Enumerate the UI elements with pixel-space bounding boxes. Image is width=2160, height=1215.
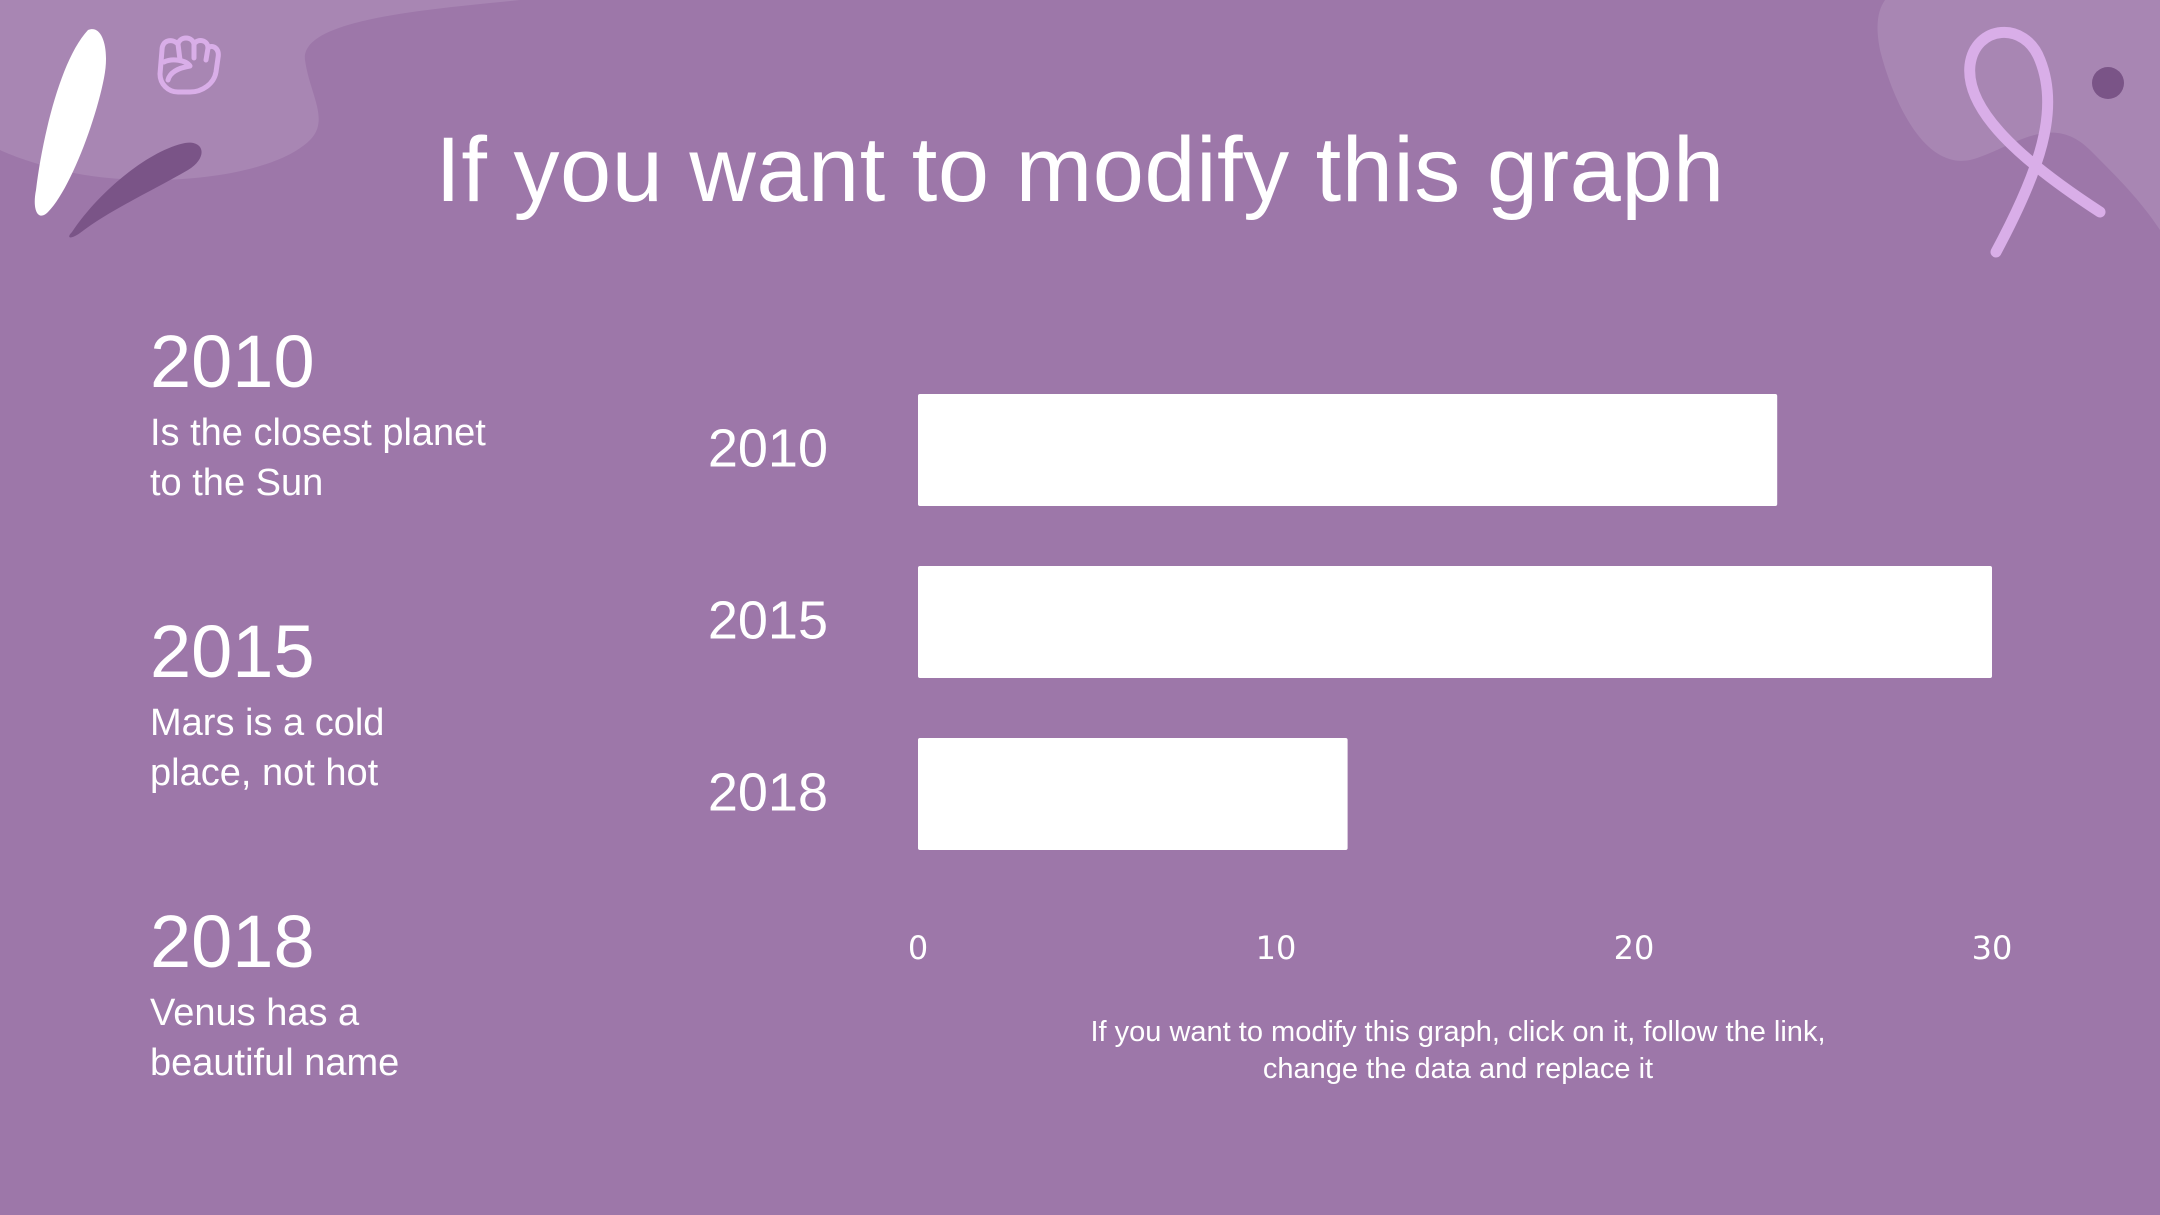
info-year: 2018 — [150, 900, 315, 983]
page-title: If you want to modify this graph — [435, 119, 1725, 221]
info-description-line: Is the closest planet — [150, 412, 486, 454]
info-description-line: to the Sun — [150, 462, 324, 504]
ribbon-icon — [1964, 27, 2106, 258]
chart-note: If you want to modify this graph, click … — [1090, 1016, 1826, 1085]
bar-2018 — [918, 738, 1348, 850]
x-tick-label: 30 — [1972, 929, 2013, 967]
info-year: 2015 — [150, 610, 315, 693]
info-description-line: Venus has a — [150, 992, 360, 1034]
year-info-2010: 2010 Is the closest planet to the Sun — [150, 320, 486, 508]
bar-2015 — [918, 566, 1992, 678]
year-info-2015: 2015 Mars is a cold place, not hot — [150, 610, 384, 798]
info-description-line: beautiful name — [150, 1042, 400, 1084]
x-tick-label: 10 — [1256, 929, 1297, 967]
top-right-blob — [1877, 0, 2160, 230]
category-label: 2015 — [708, 590, 828, 650]
top-left-blob — [0, 0, 520, 180]
info-description-line: place, not hot — [150, 752, 379, 794]
fist-icon — [157, 35, 221, 95]
info-description-line: Mars is a cold — [150, 702, 385, 744]
dot-icon — [2092, 67, 2124, 99]
bar-2010 — [918, 394, 1778, 506]
x-tick-label: 0 — [908, 929, 928, 967]
year-info-2018: 2018 Venus has a beautiful name — [150, 900, 399, 1088]
dark-leaf-icon — [69, 142, 202, 238]
x-tick-label: 20 — [1614, 929, 1655, 967]
category-label: 2010 — [708, 418, 828, 478]
info-year: 2010 — [150, 320, 315, 403]
white-leaf-icon — [34, 29, 107, 216]
category-label: 2018 — [708, 762, 828, 822]
